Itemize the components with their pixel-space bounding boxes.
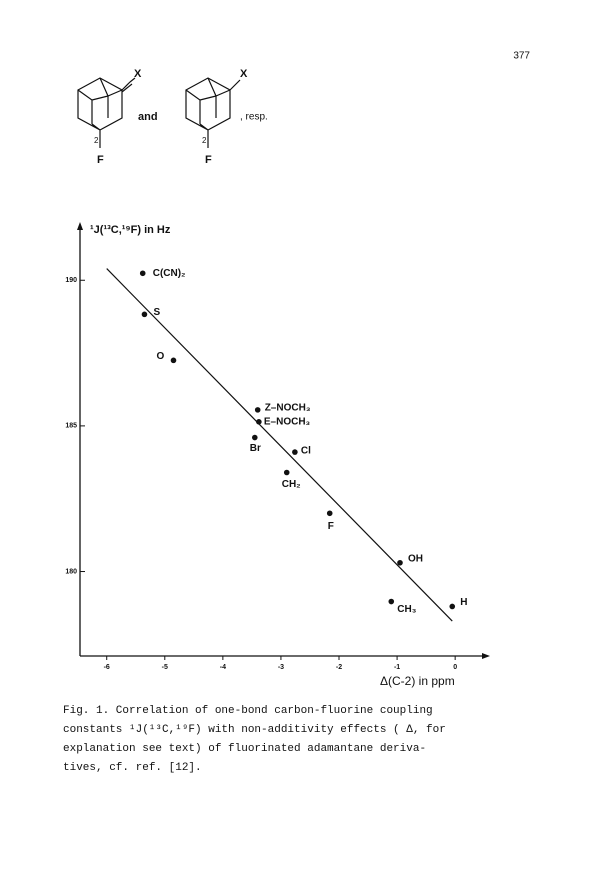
point-label: CH₂	[282, 479, 301, 490]
point	[141, 311, 148, 318]
substituent: X	[240, 68, 248, 80]
point-label: C(CN)₂	[153, 268, 186, 279]
fluorine: F	[205, 154, 212, 166]
point-label: Z–NOCH₃	[265, 403, 311, 414]
point	[388, 598, 395, 605]
suffix: , resp.	[240, 112, 268, 123]
y-tick-label: 185	[65, 423, 77, 430]
point	[252, 434, 258, 441]
connector: and	[138, 111, 158, 123]
point-label: O	[156, 351, 164, 362]
x-tick-label: 0	[453, 664, 457, 671]
point	[256, 419, 262, 425]
point	[449, 603, 456, 610]
point-label: E–NOCH₃	[264, 416, 311, 427]
y-tick-label: 190	[65, 277, 77, 284]
substituent: X	[134, 68, 142, 80]
point-label: S	[153, 307, 160, 318]
caption-line: Fig. 1. Correlation of one-bond carbon-f…	[63, 705, 433, 717]
x-tick-label: -6	[104, 664, 110, 671]
fit-line	[106, 268, 453, 622]
caption-line: tives, cf. ref. [12].	[63, 762, 202, 774]
x-tick-label: -3	[278, 664, 284, 671]
x-tick-label: -5	[162, 664, 168, 671]
x-tick-label: -4	[220, 664, 226, 671]
point-label: H	[460, 597, 467, 608]
position: 2	[94, 136, 99, 145]
point	[326, 510, 333, 517]
page-number: 377	[513, 51, 530, 62]
x-axis-arrow	[482, 653, 490, 659]
y-axis-arrow	[77, 222, 83, 230]
point-label: CH₃	[397, 604, 416, 615]
chart: 180 185 190 -6 -5 -4 -3 -2 -1 0 ¹J(¹³C,¹⁹F) in Hz Δ…	[65, 222, 490, 688]
point	[139, 270, 146, 277]
point	[292, 449, 298, 455]
y-tick-label: 180	[65, 568, 77, 575]
x-tick-label: -2	[336, 664, 342, 671]
x-axis-title: Δ(C-2) in ppm	[380, 674, 455, 688]
structure-left: X 2 F	[77, 68, 142, 166]
fluorine: F	[97, 154, 104, 166]
y-axis-title: ¹J(¹³C,¹⁹F) in Hz	[90, 224, 171, 236]
caption-line: explanation see text) of fluorinated ada…	[63, 743, 426, 755]
point-label: OH	[408, 553, 423, 564]
point	[254, 407, 261, 413]
point	[397, 559, 403, 566]
point-label: Cl	[301, 446, 311, 457]
structure-right: X 2 F	[185, 68, 248, 166]
caption: Fig. 1. Correlation of one-bond carbon-f…	[63, 705, 446, 774]
caption-line: constants ¹J(¹³C,¹⁹F) with non-additivit…	[63, 724, 446, 736]
point	[283, 469, 290, 476]
position: 2	[202, 136, 207, 145]
point	[170, 357, 177, 364]
point-label: Br	[250, 443, 261, 454]
point-label: F	[328, 521, 334, 532]
x-tick-label: -1	[394, 664, 400, 671]
